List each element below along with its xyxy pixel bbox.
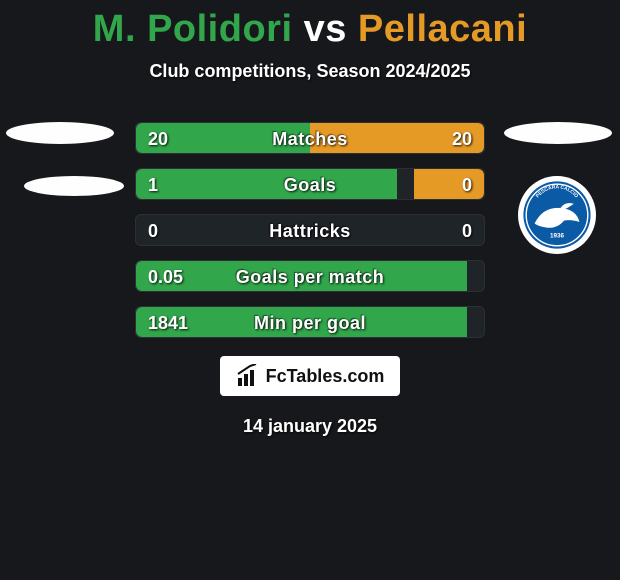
player1-avatar: [6, 122, 116, 232]
stat-label: Goals per match: [136, 261, 484, 292]
stat-row: 10Goals: [135, 168, 485, 200]
stat-label: Matches: [136, 123, 484, 154]
stat-label: Min per goal: [136, 307, 484, 338]
stat-row: 0.05Goals per match: [135, 260, 485, 292]
player2-avatar: 1936 PESCARA CALCIO: [504, 122, 614, 232]
svg-text:1936: 1936: [550, 232, 565, 239]
avatar-placeholder-shape: [6, 122, 114, 144]
player2-name: Pellacani: [358, 8, 527, 50]
subtitle: Club competitions, Season 2024/2025: [0, 61, 620, 82]
comparison-title: M. Polidori vs Pellacani: [0, 0, 620, 51]
vs-text: vs: [304, 8, 347, 50]
stat-label: Hattricks: [136, 215, 484, 246]
player1-name: M. Polidori: [93, 8, 293, 50]
brand-text: FcTables.com: [266, 366, 385, 387]
club-badge: 1936 PESCARA CALCIO: [518, 176, 596, 254]
avatar-placeholder-shape: [24, 176, 124, 196]
stats-area: 1936 PESCARA CALCIO 2020Matches 10Goals 00…: [0, 122, 620, 338]
stat-row: 2020Matches: [135, 122, 485, 154]
brand-chart-icon: [236, 364, 260, 388]
brand-box[interactable]: FcTables.com: [220, 356, 400, 396]
club-badge-icon: 1936 PESCARA CALCIO: [522, 180, 592, 250]
avatar-placeholder-shape: [504, 122, 612, 144]
date-text: 14 january 2025: [0, 416, 620, 437]
stat-rows: 2020Matches 10Goals 00Hattricks 0.05Goals p…: [135, 122, 485, 338]
stat-row: 00Hattricks: [135, 214, 485, 246]
stat-label: Goals: [136, 169, 484, 200]
stat-row: 1841Min per goal: [135, 306, 485, 338]
